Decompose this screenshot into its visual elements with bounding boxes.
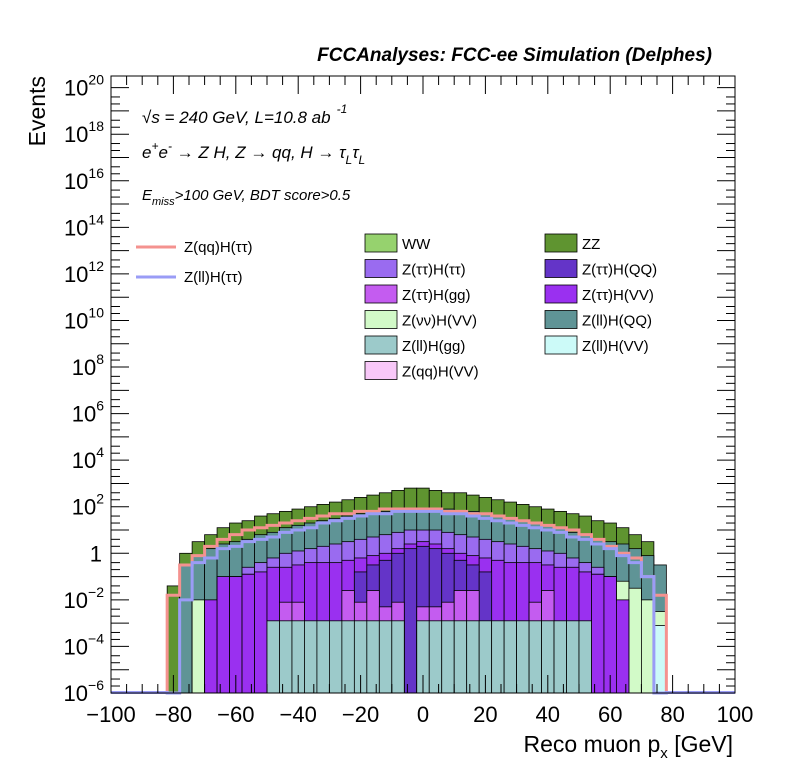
bar-ZlHgg-16 — [366, 620, 380, 694]
x-tick-label: 80 — [660, 702, 684, 727]
bar-ZlHgg-29 — [528, 620, 542, 694]
bar-ZttHVV-6 — [241, 573, 255, 694]
y-tick-label: 108 — [72, 351, 104, 380]
legend-label: Z(ττ)H(QQ) — [582, 262, 657, 279]
bar-ZlHgg-28 — [516, 620, 530, 694]
legend: Z(qq)H(ττ) Z(ll)H(ττ) WW ZZ Z(ττ)H(ττ) Z(ττ)H… — [136, 233, 657, 381]
bar-ZlHgg-33 — [578, 620, 592, 694]
x-tick-label: 40 — [536, 702, 560, 727]
bar-ZlHgg-26 — [491, 620, 505, 694]
x-tick-label: −80 — [155, 702, 192, 727]
x-tick-label: −40 — [280, 702, 317, 727]
bar-ZvvHVV-38 — [641, 599, 655, 694]
bar-ZttHVV-7 — [254, 571, 268, 694]
bar-ZllHQQ-1 — [179, 564, 193, 694]
legend-swatch — [544, 335, 578, 355]
legend-label: ZZ — [582, 236, 600, 253]
line-ZqqHtt — [111, 507, 735, 694]
y-tick-label: 102 — [72, 491, 104, 520]
bar-ZvvHVV-37 — [628, 587, 642, 694]
legend-label: Z(ττ)H(gg) — [402, 287, 471, 304]
y-tick-label: 1018 — [64, 118, 104, 147]
legend-label: Z(ττ)H(ττ) — [402, 262, 466, 279]
legend-label: Z(ll)H(QQ) — [582, 313, 652, 330]
bar-ZlHgg-22 — [441, 620, 455, 694]
legend-swatch — [544, 259, 578, 278]
bar-ZlHgg-32 — [566, 620, 580, 694]
y-tick-label: 1010 — [64, 304, 104, 333]
y-axis-label: Events — [24, 76, 50, 146]
y-axis: 10−6 10−4 10−2 1 102 104 106 108 1010 1012 1014 101… — [64, 72, 735, 706]
y-tick-label: 106 — [72, 398, 104, 427]
x-tick-label: 0 — [417, 702, 429, 727]
legend-label: Z(qq)H(VV) — [402, 364, 479, 381]
x-axis: −100 −80 −60 −40 −20 0 20 40 60 80 100 — [86, 76, 753, 727]
y-tick-label: 1012 — [64, 258, 104, 287]
legend-swatch — [544, 310, 578, 329]
histogram-stack — [166, 487, 667, 694]
x-tick-label: 20 — [473, 702, 497, 727]
chart-title: FCCAnalyses: FCC-ee Simulation (Delphes) — [317, 45, 712, 66]
legend-swatch — [364, 233, 398, 253]
bar-ZlHgg-23 — [453, 620, 468, 694]
legend-swatch — [544, 284, 578, 304]
legend-line-label: Z(ll)H(ττ) — [184, 269, 243, 286]
energy-annotation: √s = 240 GeV, L=10.8 ab -1 — [142, 102, 347, 127]
bar-ZlHgg-8 — [266, 620, 280, 694]
legend-label: Z(ττ)H(VV) — [582, 287, 654, 304]
bar-ZlHgg-27 — [503, 620, 517, 694]
y-tick-label: 1016 — [64, 165, 104, 194]
bar-ZlHVV-39 — [653, 625, 667, 694]
y-tick-label: 1 — [90, 541, 102, 566]
bar-ZttHVV-4 — [216, 576, 230, 694]
legend-label: Z(νν)H(VV) — [402, 313, 477, 330]
legend-label: WW — [402, 236, 431, 253]
bar-ZlHgg-17 — [378, 620, 393, 694]
legend-swatch — [364, 361, 398, 380]
legend-swatch — [364, 335, 398, 355]
y-tick-label: 10−6 — [64, 677, 105, 706]
y-tick-label: 104 — [72, 444, 104, 473]
bar-ZlHgg-11 — [304, 620, 318, 694]
x-tick-label: −100 — [86, 702, 136, 727]
x-axis-label: Reco muon px [GeV] — [523, 731, 733, 762]
bar-ZlHgg-24 — [466, 620, 480, 694]
x-tick-label: 100 — [717, 702, 754, 727]
y-tick-label: 1014 — [64, 211, 104, 240]
x-tick-label: 60 — [598, 702, 622, 727]
line-ZllHtt — [111, 509, 735, 695]
process-annotation: e+e- → Z H, Z → qq, H → τLτL — [142, 139, 365, 167]
bar-ZlHgg-18 — [391, 620, 405, 694]
bar-ZlHgg-13 — [328, 620, 343, 694]
x-tick-label: −20 — [342, 702, 379, 727]
legend-label: Z(ll)H(gg) — [402, 338, 465, 355]
y-tick-label: 10−2 — [64, 584, 105, 613]
bar-ZttHVV-36 — [616, 599, 630, 694]
bar-ZlHgg-14 — [341, 620, 355, 694]
bar-ZlHgg-9 — [279, 620, 293, 694]
bar-ZttHVV-3 — [204, 599, 218, 694]
bar-ZlHgg-12 — [316, 620, 330, 694]
line-series — [111, 507, 735, 695]
y-tick-label: 10−4 — [64, 630, 105, 659]
bar-ZvvHVV-2 — [191, 599, 205, 694]
selection-annotation: Emiss>100 GeV, BDT score>0.5 — [142, 187, 351, 208]
bar-ZttHQQ-19 — [403, 548, 418, 694]
x-tick-label: −60 — [217, 702, 254, 727]
legend-swatch — [364, 284, 398, 304]
legend-line-label: Z(qq)H(ττ) — [184, 239, 253, 256]
bar-ZlHgg-31 — [553, 620, 567, 694]
legend-label: Z(ll)H(VV) — [582, 338, 649, 355]
legend-swatch — [364, 259, 398, 278]
bar-ZttHVV-34 — [591, 573, 605, 694]
y-tick-label: 1020 — [64, 72, 104, 101]
legend-swatch — [364, 310, 398, 329]
bar-ZlHgg-21 — [428, 620, 443, 694]
legend-swatch — [544, 233, 578, 253]
